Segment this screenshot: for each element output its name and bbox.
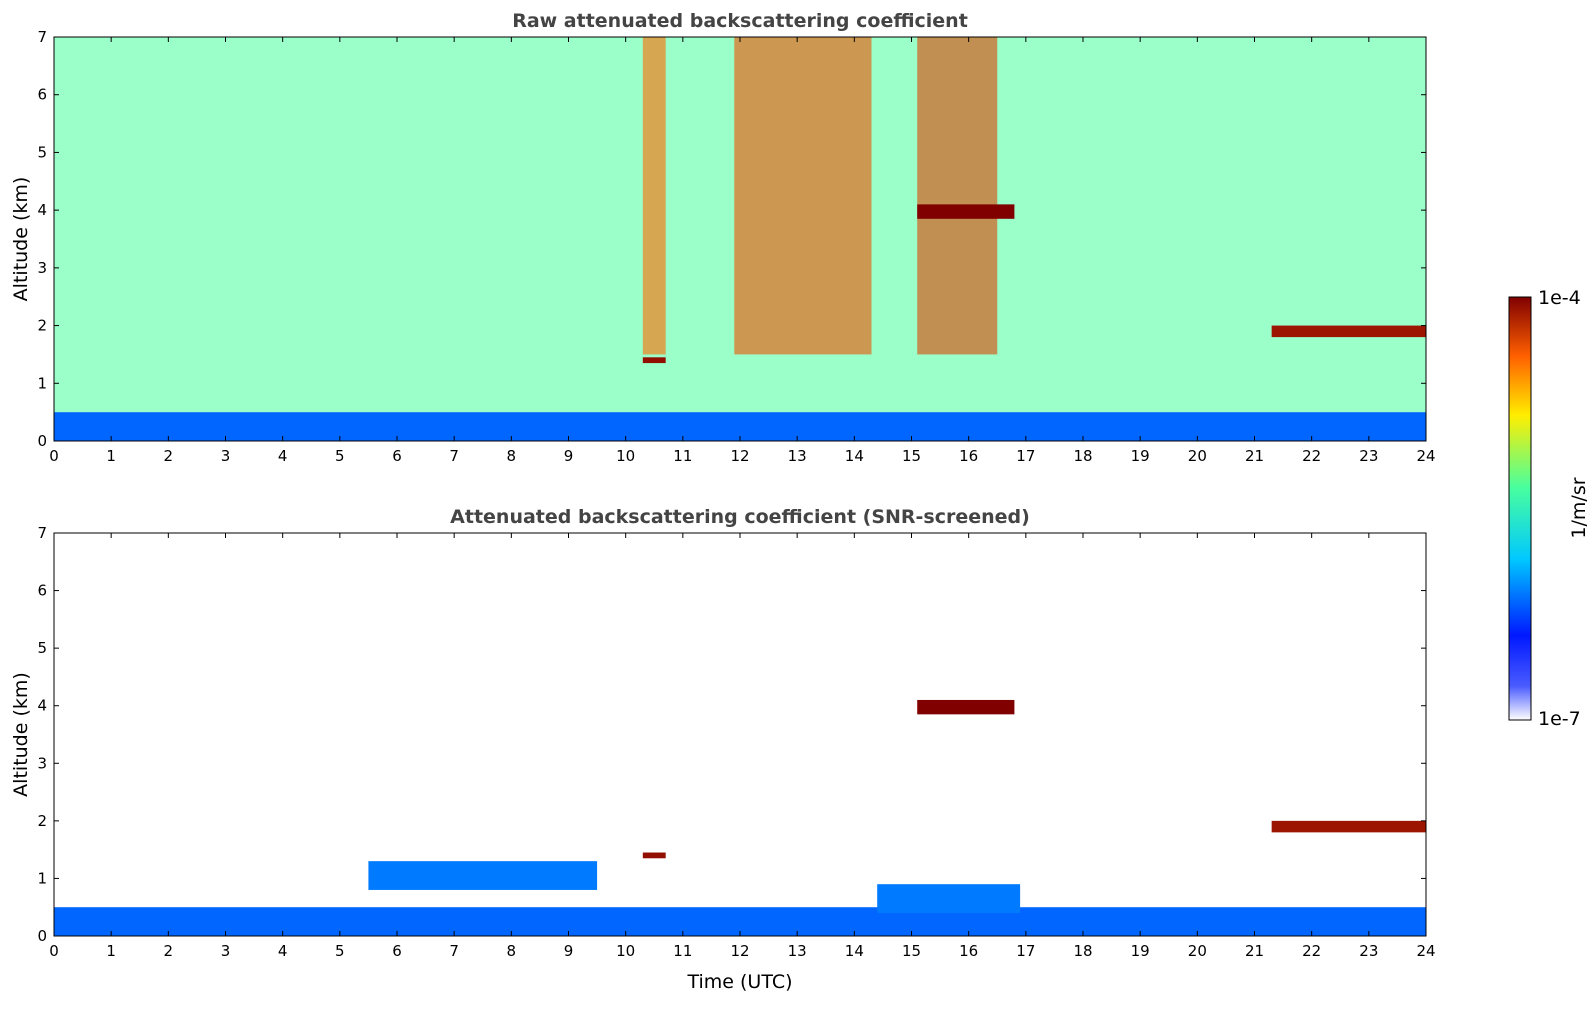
y-axis-label: Altitude (km) xyxy=(10,672,32,797)
x-tick-label: 12 xyxy=(730,447,749,465)
aerosol-layer xyxy=(368,861,598,890)
y-tick-label: 1 xyxy=(37,869,47,887)
x-tick-label: 6 xyxy=(392,942,402,960)
x-tick-label: 13 xyxy=(788,942,807,960)
x-tick-label: 4 xyxy=(278,447,288,465)
cloud xyxy=(642,852,666,859)
x-tick-label: 3 xyxy=(221,942,231,960)
y-tick-label: 4 xyxy=(37,697,47,715)
y-tick-label: 5 xyxy=(37,143,47,161)
colorbar: 1e-4 1e-7 1/m/sr xyxy=(1508,287,1590,730)
plot-area xyxy=(54,533,1426,936)
panel-title: Raw attenuated backscattering coefficien… xyxy=(512,10,968,32)
cloud xyxy=(917,204,1015,219)
x-tick-label: 2 xyxy=(164,447,174,465)
x-tick-label: 6 xyxy=(392,447,402,465)
x-axis-label: Time (UTC) xyxy=(686,971,792,993)
colorbar-max-label: 1e-4 xyxy=(1538,287,1581,309)
x-tick-label: 7 xyxy=(449,447,459,465)
x-tick-label: 21 xyxy=(1245,942,1264,960)
x-tick-label: 22 xyxy=(1302,447,1321,465)
x-tick-label: 13 xyxy=(788,447,807,465)
x-tick-label: 22 xyxy=(1302,942,1321,960)
panel-title: Attenuated backscattering coefficient (S… xyxy=(450,506,1030,528)
x-tick-label: 2 xyxy=(164,942,174,960)
x-tick-label: 24 xyxy=(1416,447,1435,465)
cloud xyxy=(917,699,1015,715)
x-tick-label: 3 xyxy=(221,447,231,465)
x-tick-label: 19 xyxy=(1131,447,1150,465)
x-tick-label: 10 xyxy=(616,942,635,960)
cloud xyxy=(642,357,666,364)
y-tick-label: 0 xyxy=(37,927,47,945)
y-tick-label: 3 xyxy=(37,259,47,277)
x-tick-label: 12 xyxy=(730,942,749,960)
x-tick-label: 0 xyxy=(49,447,59,465)
y-tick-label: 2 xyxy=(37,317,47,335)
y-tick-label: 1 xyxy=(37,374,47,392)
x-tick-label: 5 xyxy=(335,447,345,465)
x-tick-label: 23 xyxy=(1359,942,1378,960)
x-tick-label: 8 xyxy=(507,447,517,465)
x-tick-label: 23 xyxy=(1359,447,1378,465)
noisy-column xyxy=(917,37,998,355)
y-tick-label: 6 xyxy=(37,582,47,600)
x-tick-label: 1 xyxy=(106,447,116,465)
x-tick-label: 10 xyxy=(616,447,635,465)
y-tick-label: 7 xyxy=(37,524,47,542)
aerosol-layer xyxy=(877,884,1021,913)
noisy-column xyxy=(734,37,872,355)
x-tick-label: 9 xyxy=(564,447,574,465)
y-axis-label: Altitude (km) xyxy=(10,177,32,302)
x-tick-label: 4 xyxy=(278,942,288,960)
colorbar-unit-label: 1/m/sr xyxy=(1568,477,1590,538)
x-tick-label: 17 xyxy=(1016,942,1035,960)
x-tick-label: 16 xyxy=(959,942,978,960)
x-tick-label: 9 xyxy=(564,942,574,960)
x-tick-label: 14 xyxy=(845,447,864,465)
y-tick-label: 6 xyxy=(37,86,47,104)
x-tick-label: 8 xyxy=(507,942,517,960)
y-tick-label: 5 xyxy=(37,639,47,657)
x-tick-label: 15 xyxy=(902,447,921,465)
colorbar-min-label: 1e-7 xyxy=(1538,708,1581,730)
x-tick-label: 7 xyxy=(449,942,459,960)
colorbar-gradient xyxy=(1508,296,1532,721)
cloud xyxy=(1271,325,1426,338)
x-tick-label: 16 xyxy=(959,447,978,465)
x-tick-label: 18 xyxy=(1073,447,1092,465)
x-tick-label: 20 xyxy=(1188,942,1207,960)
y-tick-label: 2 xyxy=(37,812,47,830)
x-tick-label: 19 xyxy=(1131,942,1150,960)
noisy-column xyxy=(642,37,666,355)
x-tick-label: 18 xyxy=(1073,942,1092,960)
y-tick-label: 7 xyxy=(37,28,47,46)
y-tick-label: 4 xyxy=(37,201,47,219)
cloud xyxy=(1271,820,1426,833)
x-tick-label: 24 xyxy=(1416,942,1435,960)
x-tick-label: 11 xyxy=(673,447,692,465)
y-tick-label: 0 xyxy=(37,432,47,450)
x-tick-label: 17 xyxy=(1016,447,1035,465)
raw-backscatter-panel: 0 1 2 3 4 5 6 7 8 9 10 11 12 13 14 15 16 17 18 19 20 21 22 23 24… xyxy=(10,10,1436,465)
x-tick-label: 1 xyxy=(106,942,116,960)
x-tick-label: 20 xyxy=(1188,447,1207,465)
x-tick-label: 15 xyxy=(902,942,921,960)
x-tick-label: 11 xyxy=(673,942,692,960)
x-tick-label: 14 xyxy=(845,942,864,960)
screened-backscatter-panel: 0 1 2 3 4 5 6 7 8 9 10 11 12 13 14 15 16 17 18 19 20 21 22 23 24… xyxy=(10,506,1436,993)
y-tick-label: 3 xyxy=(37,754,47,772)
x-tick-label: 5 xyxy=(335,942,345,960)
x-tick-label: 0 xyxy=(49,942,59,960)
x-tick-label: 21 xyxy=(1245,447,1264,465)
